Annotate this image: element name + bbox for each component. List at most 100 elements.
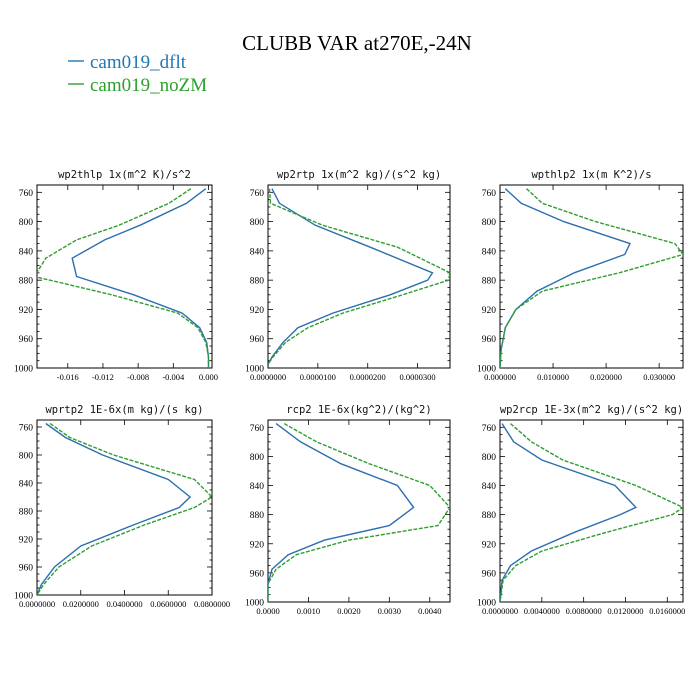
y-tick-label: 800	[19, 218, 34, 228]
x-tick-label: 0.0010	[297, 606, 320, 616]
panel-3: wpthlp2 1x(m K^2)/s 760 800 840 880 920 960 100…	[477, 169, 684, 382]
x-tick-label: 0.000	[199, 372, 218, 382]
x-tick-label: 0.0040	[418, 606, 441, 616]
x-tick-label: 0.0000300	[400, 372, 436, 382]
x-tick-label: 0.0400000	[106, 599, 142, 609]
y-tick-label: 960	[19, 564, 34, 574]
series-line-nozm	[268, 188, 450, 365]
plot-frame	[499, 184, 684, 369]
plot-frame	[499, 419, 684, 603]
x-tick-label: -0.004	[162, 372, 185, 382]
y-tick-label: 840	[250, 247, 265, 257]
plot-frame	[36, 184, 213, 369]
panel-title: wpthlp2 1x(m K^2)/s	[531, 169, 651, 181]
y-tick-label: 920	[250, 540, 265, 550]
y-tick-label: 760	[19, 424, 34, 434]
y-tick-label: 880	[482, 511, 497, 521]
y-tick-label: 920	[250, 306, 265, 316]
y-tick-label: 920	[19, 306, 34, 316]
y-tick-label: 840	[482, 482, 497, 492]
series-line-dflt	[37, 422, 192, 595]
y-tick-label: 840	[250, 482, 265, 492]
x-tick-label: 0.0600000	[150, 599, 186, 609]
y-tick-label: 1000	[14, 592, 33, 602]
y-tick-label: 960	[482, 569, 497, 579]
y-tick-label: 1000	[245, 365, 264, 375]
x-tick-label: -0.016	[57, 372, 79, 382]
x-tick-label: -0.012	[92, 372, 114, 382]
plot-frame	[267, 184, 451, 369]
series-line-dflt	[268, 188, 434, 365]
y-tick-label: 960	[19, 335, 34, 345]
y-tick-label: 760	[250, 424, 265, 434]
panel-title: wp2thlp 1x(m^2 K)/s^2	[58, 169, 191, 181]
x-tick-label: 0.0000200	[350, 372, 386, 382]
y-tick-label: 840	[482, 247, 497, 257]
series-line-dflt	[268, 423, 415, 602]
x-tick-label: 0.0030	[378, 606, 401, 616]
series-line-dflt	[500, 423, 638, 602]
panel-5: rcp2 1E-6x(kg^2)/(kg^2) 760 800 840 880 920 96…	[245, 404, 451, 616]
x-tick-label: 0.0040000	[524, 606, 560, 616]
panel-2: wp2rtp 1x(m^2 kg)/(s^2 kg) 760 800 840 880 92…	[245, 169, 451, 382]
x-tick-label: 0.0000	[256, 606, 279, 616]
y-tick-label: 800	[19, 452, 34, 462]
x-tick-label: 0.0080000	[566, 606, 602, 616]
x-tick-label: 0.0020	[337, 606, 360, 616]
plot-frame	[267, 419, 451, 603]
panel-1: wp2thlp 1x(m^2 K)/s^2 760 800 840 880 920 960 1…	[14, 169, 218, 382]
x-tick-label: 0.0000100	[300, 372, 336, 382]
series-line-dflt	[500, 188, 631, 368]
y-tick-label: 880	[19, 277, 34, 287]
y-tick-label: 840	[19, 480, 34, 490]
panel-4: wprtp2 1E-6x(m kg)/(s kg) 760 800 840 880 920…	[14, 404, 230, 609]
y-tick-label: 1000	[477, 599, 496, 609]
y-tick-label: 960	[482, 335, 497, 345]
panel-title: wp2rtp 1x(m^2 kg)/(s^2 kg)	[277, 169, 441, 181]
y-tick-label: 920	[482, 306, 497, 316]
x-tick-label: 0.030000	[643, 372, 675, 382]
y-tick-label: 800	[482, 218, 497, 228]
y-tick-label: 880	[482, 277, 497, 287]
y-tick-label: 1000	[14, 365, 33, 375]
legend-label-dflt: cam019_dflt	[90, 52, 187, 73]
y-tick-label: 880	[250, 277, 265, 287]
legend: cam019_dflt cam019_noZM	[68, 52, 207, 96]
y-tick-label: 920	[19, 536, 34, 546]
y-tick-label: 760	[482, 424, 497, 434]
x-tick-label: 0.000000	[484, 372, 516, 382]
panels: wp2thlp 1x(m^2 K)/s^2 760 800 840 880 920 960 1…	[14, 169, 685, 616]
series-line-nozm	[37, 422, 212, 595]
panel-title: wp2rcp 1E-3x(m^2 kg)/(s^2 kg)	[500, 404, 683, 416]
panel-title: rcp2 1E-6x(kg^2)/(kg^2)	[286, 404, 431, 416]
y-tick-label: 760	[482, 189, 497, 199]
x-tick-label: 0.0120000	[607, 606, 643, 616]
panel-title: wprtp2 1E-6x(m kg)/(s kg)	[45, 404, 203, 416]
y-tick-label: 760	[19, 189, 34, 199]
y-tick-label: 800	[482, 453, 497, 463]
x-tick-label: 0.0200000	[63, 599, 99, 609]
y-tick-label: 760	[250, 189, 265, 199]
x-tick-label: 0.0000000	[482, 606, 518, 616]
x-tick-label: 0.020000	[590, 372, 622, 382]
x-tick-label: 0.0000000	[250, 372, 286, 382]
y-tick-label: 880	[19, 508, 34, 518]
x-tick-label: 0.0000000	[19, 599, 55, 609]
x-tick-label: 0.010000	[537, 372, 569, 382]
y-tick-label: 1000	[245, 599, 264, 609]
y-tick-label: 800	[250, 453, 265, 463]
x-tick-label: -0.008	[127, 372, 149, 382]
y-tick-label: 840	[19, 247, 34, 257]
series-line-nozm	[268, 422, 450, 602]
figure-title: CLUBB VAR at270E,-24N	[242, 31, 472, 55]
series-line-nozm	[37, 188, 210, 368]
x-tick-label: 0.0800000	[194, 599, 230, 609]
legend-label-nozm: cam019_noZM	[90, 75, 207, 96]
series-line-nozm	[500, 188, 683, 368]
series-line-dflt	[71, 188, 210, 368]
series-line-nozm	[500, 423, 683, 602]
y-tick-label: 800	[250, 218, 265, 228]
y-tick-label: 1000	[477, 365, 496, 375]
y-tick-label: 880	[250, 511, 265, 521]
